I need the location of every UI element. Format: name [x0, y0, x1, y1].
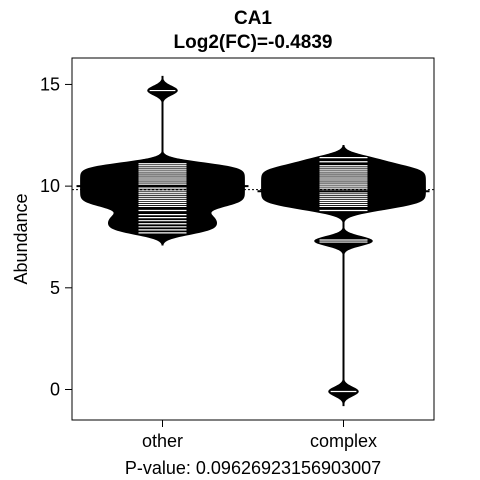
- beans-layer: [76, 75, 430, 407]
- bean-other: [76, 75, 249, 246]
- x-axis-label: P-value: 0.09626923156903007: [125, 458, 381, 478]
- y-tick-label: 15: [40, 74, 60, 94]
- chart-title: CA1: [234, 8, 272, 29]
- y-tick-label: 0: [50, 379, 60, 399]
- y-axis-label: Abundance: [11, 193, 31, 284]
- bean-density-other: [80, 75, 245, 246]
- bean-complex: [257, 145, 430, 407]
- y-tick-label: 10: [40, 176, 60, 196]
- chart-subtitle: Log2(FC)=-0.4839: [174, 32, 333, 53]
- x-axis: other complex: [142, 420, 377, 451]
- y-tick-label: 5: [50, 278, 60, 298]
- plot-frame: [71, 57, 435, 421]
- bean-density-complex: [261, 145, 426, 407]
- y-axis: 0 5 10 15: [40, 74, 72, 399]
- x-tick-label-complex: complex: [310, 431, 377, 451]
- x-tick-label-other: other: [142, 431, 183, 451]
